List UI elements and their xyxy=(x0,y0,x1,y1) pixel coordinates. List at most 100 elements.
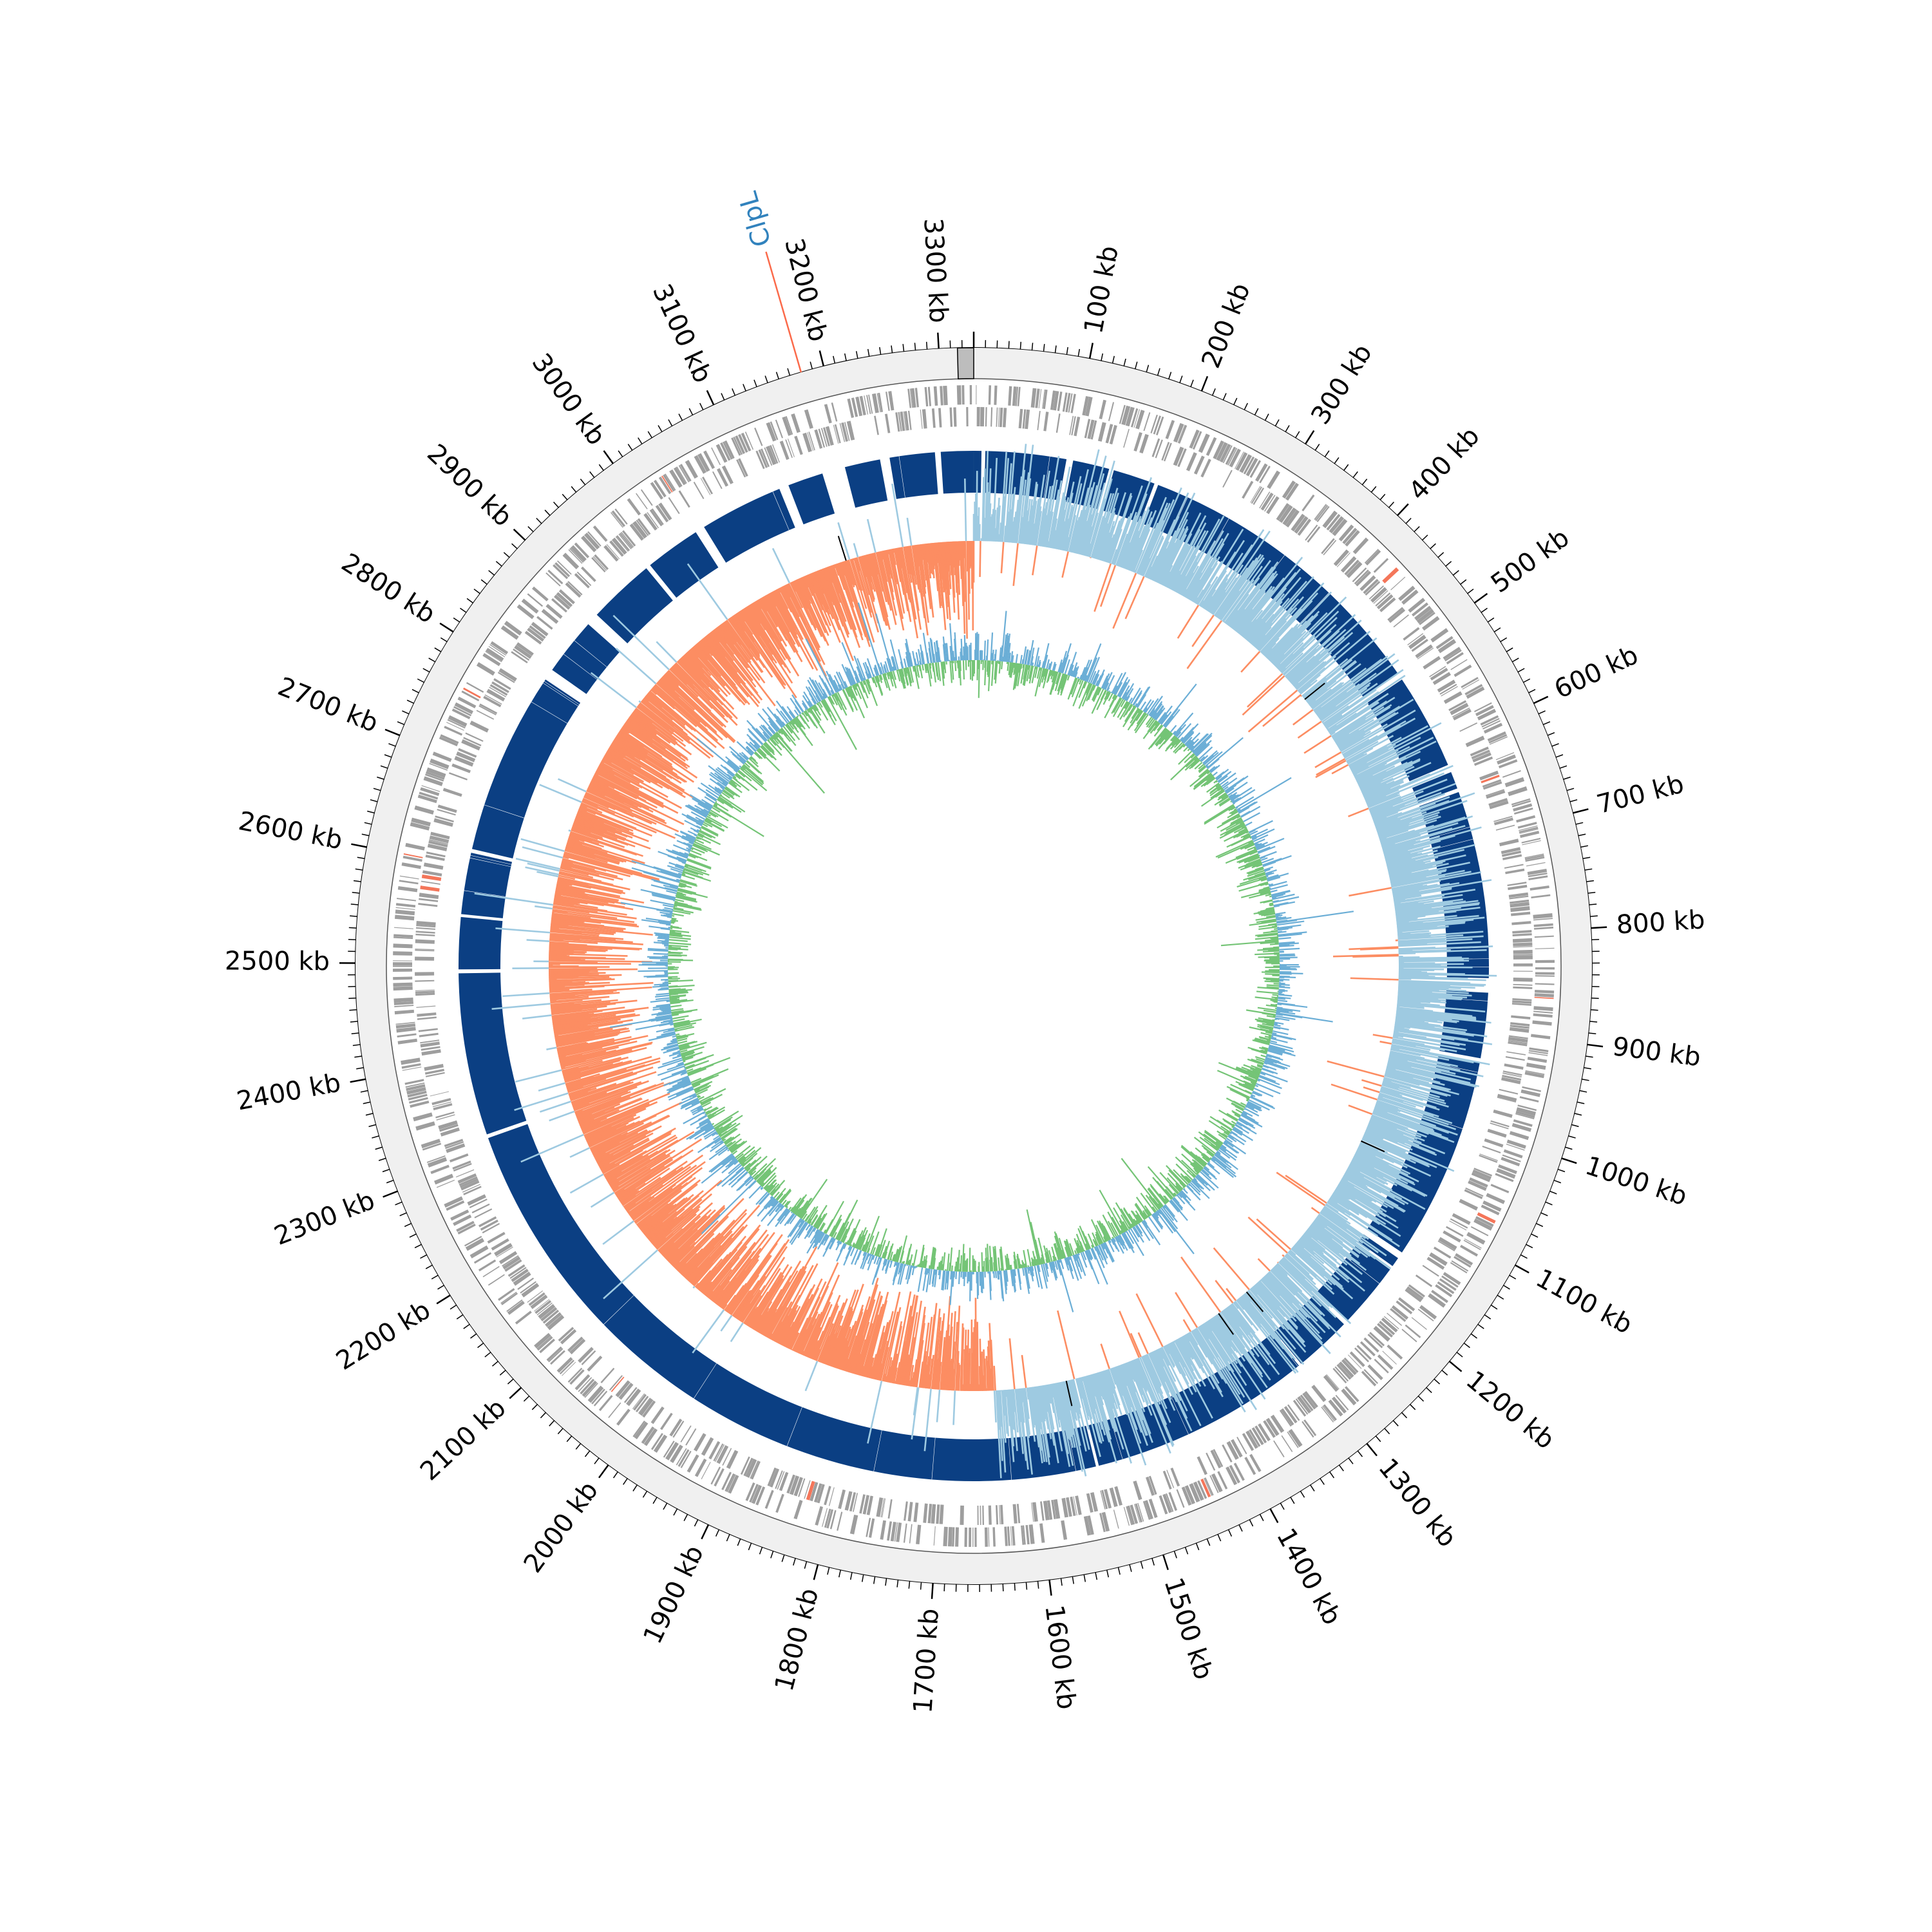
gene-feature xyxy=(1345,529,1360,547)
skew-bar-positive xyxy=(1396,914,1426,920)
skew-bar-positive xyxy=(1390,1048,1421,1057)
gene-feature xyxy=(421,880,440,885)
gene-feature xyxy=(1233,1463,1245,1481)
skew-bar-negative xyxy=(853,543,859,558)
skew-bar-positive xyxy=(1398,987,1439,992)
skew-bar-positive xyxy=(1338,712,1399,749)
gene-feature xyxy=(1304,1390,1318,1408)
gene-feature xyxy=(685,1428,697,1446)
gene-feature xyxy=(960,1505,964,1525)
gene-feature xyxy=(439,736,459,746)
skew-bar-positive xyxy=(1210,1318,1266,1400)
gene-feature xyxy=(755,1486,766,1506)
minor-tick xyxy=(827,1567,830,1575)
gene-feature xyxy=(467,1194,486,1206)
gene-feature xyxy=(701,1461,711,1480)
skew-bar-positive xyxy=(1240,650,1261,673)
skew-bar-negative xyxy=(683,1235,724,1278)
skew-bar-positive xyxy=(1135,1293,1164,1347)
skew-bar-negative xyxy=(714,628,728,645)
skew-bar-positive xyxy=(1356,1148,1390,1166)
gene-feature xyxy=(1526,862,1546,867)
skew-bar-negative xyxy=(647,692,680,721)
skew-bar-negative xyxy=(573,821,625,841)
skew-bar-negative xyxy=(647,692,694,731)
skew-bar-negative xyxy=(625,1184,664,1212)
skew-bar-positive xyxy=(1398,977,1486,981)
skew-bar-negative xyxy=(739,610,774,661)
gc-bar-above xyxy=(1221,781,1229,788)
minor-tick xyxy=(382,1168,390,1173)
skew-bar-positive xyxy=(1298,1238,1314,1252)
skew-bar-positive xyxy=(1363,780,1403,799)
skew-bar-negative xyxy=(679,658,702,681)
skew-bar-positive xyxy=(1307,1227,1340,1255)
gene-feature xyxy=(562,553,580,570)
skew-bar-negative xyxy=(911,545,920,590)
gene-feature xyxy=(395,903,416,908)
skew-bar-positive xyxy=(1208,1319,1233,1354)
skew-bar-negative xyxy=(903,546,917,620)
skew-bar-positive xyxy=(1342,739,1370,756)
gene-feature xyxy=(580,1378,595,1395)
gene-feature xyxy=(643,513,658,531)
gene-feature xyxy=(650,1433,663,1450)
skew-bar-negative xyxy=(551,1003,581,1009)
skew-bar-positive xyxy=(1377,822,1410,835)
minor-tick xyxy=(589,471,595,478)
gene-feature xyxy=(882,1498,886,1518)
minor-tick xyxy=(743,384,746,392)
gc-bar-below xyxy=(1136,712,1146,724)
skew-bar-negative xyxy=(565,1057,661,1087)
skew-bar-negative xyxy=(554,1027,611,1039)
skew-bar-negative xyxy=(914,545,929,636)
gene-feature xyxy=(1192,431,1202,450)
gene-feature xyxy=(1451,1260,1469,1272)
gene-feature xyxy=(1533,1010,1553,1014)
skew-bar-negative xyxy=(901,547,919,639)
skew-bar-negative xyxy=(752,1266,793,1331)
gene-feature xyxy=(1226,1466,1238,1486)
gene-feature xyxy=(1075,1495,1082,1515)
gene-feature xyxy=(584,1383,598,1398)
skew-bar-positive xyxy=(1367,1124,1435,1154)
gene-feature xyxy=(567,581,583,596)
skew-bar-negative xyxy=(607,1139,679,1183)
skew-bar-positive xyxy=(1397,992,1468,999)
skew-bar-positive xyxy=(1231,1303,1256,1334)
gene-feature xyxy=(876,1497,884,1517)
skew-bar-negative xyxy=(672,665,725,717)
gene-feature xyxy=(677,1449,690,1467)
skew-bar-positive xyxy=(1203,596,1213,610)
skew-bar-negative xyxy=(692,645,746,706)
skew-bar-negative xyxy=(873,553,884,592)
gene-feature xyxy=(1498,1164,1517,1175)
skew-bar-positive xyxy=(1327,1200,1351,1217)
skew-bar-negative xyxy=(987,1346,990,1391)
skew-bar-positive xyxy=(1262,694,1302,727)
major-tick xyxy=(1200,375,1209,392)
skew-bar-positive xyxy=(1282,623,1337,676)
collinear-block xyxy=(1367,679,1448,782)
skew-bar-positive xyxy=(1010,521,1014,543)
gene-feature xyxy=(933,386,938,406)
gc-bar-below xyxy=(1085,683,1091,694)
gene-feature xyxy=(1087,419,1095,439)
gc-bar-below xyxy=(1104,691,1110,700)
skew-bar-positive xyxy=(1275,596,1347,668)
skew-bar-positive xyxy=(1210,591,1227,614)
gc-bar-below xyxy=(1227,811,1238,819)
skew-bar-negative xyxy=(491,1003,551,1010)
gc-bar-above xyxy=(1173,727,1182,736)
skew-bar-negative xyxy=(549,981,654,990)
skew-bar-positive xyxy=(1233,1302,1239,1309)
skew-bar-positive xyxy=(1325,691,1379,729)
skew-bar-positive xyxy=(1124,506,1150,569)
skew-bar-positive xyxy=(1267,591,1332,659)
skew-bar-negative xyxy=(546,1046,557,1050)
skew-bar-positive xyxy=(1305,1230,1318,1241)
gene-feature xyxy=(1305,524,1318,541)
skew-bar-negative xyxy=(706,1256,740,1298)
gene-feature xyxy=(634,1421,649,1439)
skew-bar-negative xyxy=(797,1311,819,1354)
